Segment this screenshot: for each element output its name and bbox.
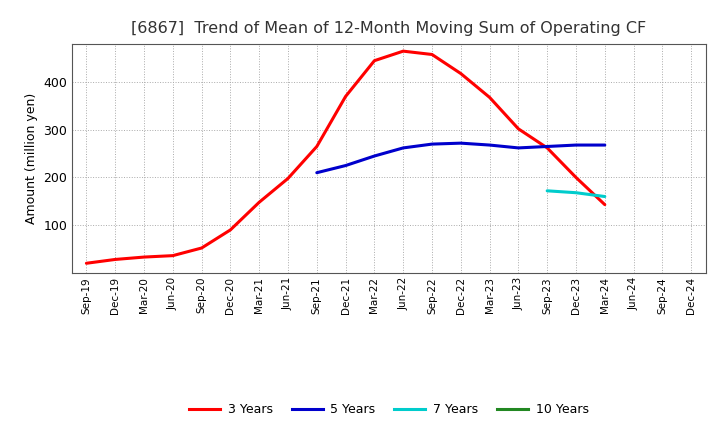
Y-axis label: Amount (million yen): Amount (million yen) [24,93,37,224]
3 Years [399,48,408,54]
3 Years [543,145,552,150]
3 Years [341,94,350,99]
5 Years [370,154,379,159]
5 Years [341,163,350,168]
3 Years [197,246,206,251]
7 Years [600,194,609,199]
3 Years [226,227,235,232]
5 Years [600,143,609,148]
3 Years [140,254,148,260]
5 Years [543,144,552,149]
5 Years [572,143,580,148]
7 Years [543,188,552,194]
3 Years [255,200,264,205]
5 Years [399,145,408,150]
3 Years [456,71,465,76]
3 Years [168,253,177,258]
7 Years [572,190,580,195]
Title: [6867]  Trend of Mean of 12-Month Moving Sum of Operating CF: [6867] Trend of Mean of 12-Month Moving … [131,21,647,36]
5 Years [456,140,465,146]
3 Years [514,126,523,132]
3 Years [312,144,321,149]
5 Years [485,143,494,148]
3 Years [111,257,120,262]
Line: 3 Years: 3 Years [86,51,605,263]
3 Years [572,175,580,180]
3 Years [82,260,91,266]
3 Years [600,202,609,207]
Line: 5 Years: 5 Years [317,143,605,172]
3 Years [485,95,494,100]
Line: 7 Years: 7 Years [547,191,605,197]
5 Years [428,141,436,147]
Legend: 3 Years, 5 Years, 7 Years, 10 Years: 3 Years, 5 Years, 7 Years, 10 Years [184,398,593,421]
5 Years [312,170,321,175]
5 Years [514,145,523,150]
3 Years [428,52,436,57]
3 Years [284,176,292,181]
3 Years [370,58,379,63]
